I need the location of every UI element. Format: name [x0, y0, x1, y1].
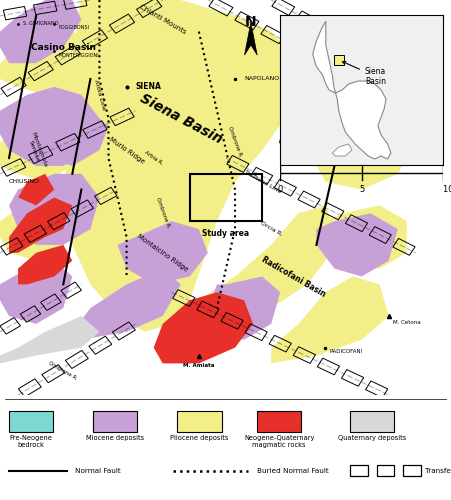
Text: Chianti Mounts: Chianti Mounts [138, 4, 187, 36]
Text: 0: 0 [277, 185, 282, 194]
Polygon shape [312, 21, 390, 159]
Text: 10 Km: 10 Km [442, 185, 451, 194]
Text: 5: 5 [358, 185, 364, 194]
Polygon shape [293, 63, 361, 118]
Text: Pre-Neogene
bedrock: Pre-Neogene bedrock [9, 435, 52, 448]
Text: SIENA: SIENA [135, 82, 161, 92]
Polygon shape [0, 260, 72, 324]
Text: Buried Normal Fault: Buried Normal Fault [257, 468, 328, 473]
Text: NAPOLANO: NAPOLANO [244, 76, 279, 82]
Text: Montalcino Ridge: Montalcino Ridge [136, 233, 189, 272]
Bar [349, 411, 393, 432]
Polygon shape [72, 268, 180, 340]
Text: To-Piene Line: To-Piene Line [243, 169, 281, 194]
Polygon shape [18, 174, 54, 206]
Polygon shape [153, 292, 253, 364]
Text: CHIUSINO: CHIUSINO [9, 179, 40, 184]
Text: Arbia Line: Arbia Line [93, 79, 106, 110]
Bar [257, 411, 301, 432]
Text: Neogene-Quaternary
magmatic rocks: Neogene-Quaternary magmatic rocks [244, 435, 313, 448]
Bar [189, 174, 262, 221]
Bar [93, 411, 137, 432]
Polygon shape [171, 206, 334, 316]
Polygon shape [0, 0, 81, 63]
Text: Val di Chiana Basin: Val di Chiana Basin [332, 110, 408, 159]
Bar [402, 466, 420, 476]
Polygon shape [244, 22, 257, 55]
Text: M. Cetona: M. Cetona [392, 320, 420, 325]
Polygon shape [0, 198, 72, 260]
Polygon shape [207, 276, 280, 340]
Polygon shape [0, 118, 81, 182]
Bar [349, 466, 367, 476]
Text: Murlo Ridge: Murlo Ridge [107, 136, 145, 164]
Polygon shape [331, 144, 351, 156]
Text: Casino Basin: Casino Basin [31, 43, 96, 52]
Text: N: N [244, 15, 256, 29]
Text: Orcia R.: Orcia R. [259, 221, 282, 238]
Polygon shape [0, 32, 117, 95]
Polygon shape [9, 198, 72, 253]
Text: MONTERIGGIONI: MONTERIGGIONI [59, 53, 99, 58]
Text: Study area: Study area [202, 229, 249, 238]
Polygon shape [271, 276, 388, 364]
Text: M. Amiata: M. Amiata [183, 364, 214, 368]
Polygon shape [0, 87, 99, 166]
Text: RADICOFANI: RADICOFANI [329, 349, 363, 354]
Text: Montagnola
Senese: Montagnola Senese [25, 131, 47, 170]
Polygon shape [18, 245, 72, 284]
Text: Ombrone R.: Ombrone R. [154, 197, 170, 230]
Bar [9, 411, 53, 432]
Text: Siena
Basin: Siena Basin [342, 62, 385, 86]
Polygon shape [0, 316, 99, 364]
Polygon shape [307, 40, 415, 190]
Polygon shape [325, 206, 406, 268]
Polygon shape [280, 110, 352, 166]
Text: Arbia R.: Arbia R. [143, 150, 164, 166]
Polygon shape [27, 110, 108, 166]
Text: Siena Basin: Siena Basin [137, 91, 224, 146]
Polygon shape [316, 214, 397, 276]
Bar [177, 411, 221, 432]
Text: Transfer Fault: Transfer Fault [424, 468, 451, 473]
Text: Ombrone R.: Ombrone R. [48, 361, 78, 382]
Text: Normal Fault: Normal Fault [75, 468, 121, 473]
Text: Ombrone R.: Ombrone R. [226, 126, 243, 158]
Text: Rapolano Ridge: Rapolano Ridge [299, 47, 350, 80]
Text: Pliocene deposits: Pliocene deposits [170, 435, 228, 441]
Bar [376, 466, 393, 476]
Text: Quaternary deposits: Quaternary deposits [337, 435, 405, 441]
Polygon shape [9, 174, 99, 245]
Polygon shape [63, 0, 298, 332]
Text: Radicofani Basin: Radicofani Basin [260, 254, 327, 298]
Text: S. GIMIGNANO: S. GIMIGNANO [23, 21, 58, 26]
Text: Miocene deposits: Miocene deposits [86, 435, 144, 441]
Text: POGGIBONSI: POGGIBONSI [59, 25, 90, 30]
Polygon shape [117, 221, 207, 284]
